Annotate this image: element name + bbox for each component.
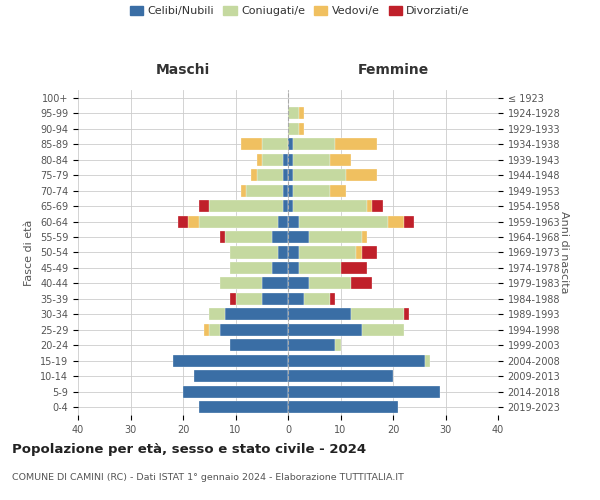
Bar	[283, 184, 288, 196]
Bar	[199, 200, 209, 212]
Bar	[309, 231, 361, 243]
Bar	[299, 122, 304, 134]
Bar	[288, 231, 309, 243]
Bar	[220, 324, 288, 336]
Bar	[361, 324, 404, 336]
Bar	[335, 138, 377, 150]
Bar	[272, 231, 288, 243]
Bar	[288, 262, 299, 274]
Bar	[330, 184, 346, 196]
Bar	[288, 184, 293, 196]
Bar	[361, 246, 377, 258]
Text: Popolazione per età, sesso e stato civile - 2024: Popolazione per età, sesso e stato civil…	[12, 442, 366, 456]
Bar	[257, 169, 283, 181]
Y-axis label: Fasce di età: Fasce di età	[25, 220, 34, 286]
Bar	[330, 154, 351, 166]
Bar	[277, 246, 288, 258]
Legend: Celibi/Nubili, Coniugati/e, Vedovi/e, Divorziati/e: Celibi/Nubili, Coniugati/e, Vedovi/e, Di…	[130, 6, 470, 16]
Bar	[230, 262, 272, 274]
Bar	[241, 184, 246, 196]
Bar	[330, 293, 335, 305]
Bar	[209, 200, 283, 212]
Bar	[425, 355, 430, 367]
Bar	[288, 200, 293, 212]
Bar	[183, 386, 288, 398]
Bar	[173, 355, 288, 367]
Bar	[230, 246, 277, 258]
Bar	[230, 293, 235, 305]
Bar	[241, 138, 262, 150]
Bar	[299, 107, 304, 119]
Bar	[288, 308, 351, 320]
Bar	[193, 370, 288, 382]
Bar	[277, 216, 288, 228]
Bar	[293, 169, 346, 181]
Bar	[288, 216, 299, 228]
Bar	[367, 200, 372, 212]
Bar	[178, 216, 188, 228]
Bar	[283, 169, 288, 181]
Bar	[209, 308, 225, 320]
Text: Maschi: Maschi	[156, 64, 210, 78]
Text: COMUNE DI CAMINI (RC) - Dati ISTAT 1° gennaio 2024 - Elaborazione TUTTITALIA.IT: COMUNE DI CAMINI (RC) - Dati ISTAT 1° ge…	[12, 472, 404, 482]
Bar	[288, 169, 293, 181]
Bar	[388, 216, 404, 228]
Bar	[288, 246, 299, 258]
Bar	[220, 231, 225, 243]
Bar	[230, 340, 288, 351]
Bar	[341, 262, 367, 274]
Bar	[288, 154, 293, 166]
Bar	[262, 278, 288, 289]
Bar	[299, 246, 356, 258]
Bar	[283, 200, 288, 212]
Bar	[262, 138, 288, 150]
Bar	[288, 386, 440, 398]
Bar	[288, 401, 398, 413]
Bar	[299, 216, 388, 228]
Bar	[225, 231, 272, 243]
Bar	[204, 324, 209, 336]
Bar	[304, 293, 330, 305]
Text: Femmine: Femmine	[358, 64, 428, 78]
Bar	[309, 278, 351, 289]
Bar	[199, 216, 277, 228]
Bar	[288, 138, 293, 150]
Bar	[220, 278, 262, 289]
Bar	[209, 324, 220, 336]
Bar	[288, 370, 393, 382]
Bar	[199, 401, 288, 413]
Bar	[288, 122, 299, 134]
Bar	[262, 154, 283, 166]
Bar	[288, 324, 361, 336]
Bar	[293, 154, 330, 166]
Bar	[293, 200, 367, 212]
Bar	[288, 355, 425, 367]
Bar	[351, 278, 372, 289]
Bar	[351, 308, 404, 320]
Bar	[404, 216, 414, 228]
Bar	[235, 293, 262, 305]
Bar	[262, 293, 288, 305]
Bar	[288, 340, 335, 351]
Bar	[293, 184, 330, 196]
Bar	[288, 107, 299, 119]
Bar	[288, 278, 309, 289]
Bar	[372, 200, 383, 212]
Bar	[404, 308, 409, 320]
Bar	[188, 216, 199, 228]
Bar	[283, 154, 288, 166]
Bar	[356, 246, 361, 258]
Bar	[335, 340, 341, 351]
Bar	[251, 169, 257, 181]
Bar	[288, 293, 304, 305]
Bar	[346, 169, 377, 181]
Bar	[299, 262, 341, 274]
Bar	[225, 308, 288, 320]
Bar	[257, 154, 262, 166]
Bar	[293, 138, 335, 150]
Y-axis label: Anni di nascita: Anni di nascita	[559, 211, 569, 294]
Bar	[246, 184, 283, 196]
Bar	[361, 231, 367, 243]
Bar	[272, 262, 288, 274]
